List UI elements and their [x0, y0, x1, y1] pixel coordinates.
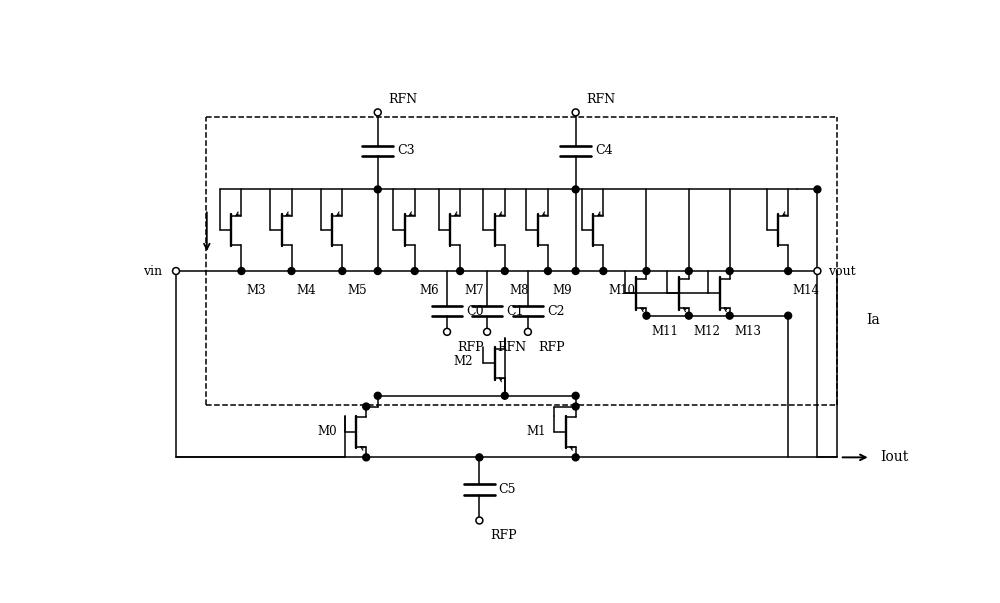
Text: vin: vin — [143, 265, 162, 277]
Text: M2: M2 — [453, 355, 472, 368]
Text: C0: C0 — [466, 305, 484, 318]
Text: C3: C3 — [397, 144, 415, 157]
Circle shape — [814, 186, 821, 193]
Circle shape — [484, 329, 491, 335]
Text: RFP: RFP — [457, 341, 484, 354]
Circle shape — [288, 268, 295, 274]
Circle shape — [501, 393, 508, 399]
Circle shape — [726, 268, 733, 274]
Circle shape — [524, 329, 531, 335]
Circle shape — [476, 517, 483, 524]
Circle shape — [173, 268, 179, 274]
Circle shape — [544, 268, 551, 274]
Text: M1: M1 — [527, 426, 546, 438]
Circle shape — [476, 454, 483, 461]
Circle shape — [685, 268, 692, 274]
Circle shape — [572, 268, 579, 274]
Text: M11: M11 — [651, 324, 678, 338]
Text: Iout: Iout — [881, 450, 909, 464]
Circle shape — [444, 329, 451, 335]
Text: M12: M12 — [693, 324, 720, 338]
Circle shape — [339, 268, 346, 274]
Text: M9: M9 — [553, 284, 572, 297]
Circle shape — [374, 186, 381, 193]
Circle shape — [643, 268, 650, 274]
Circle shape — [374, 268, 381, 274]
Circle shape — [600, 268, 607, 274]
Circle shape — [726, 312, 733, 319]
Circle shape — [572, 403, 579, 410]
Circle shape — [572, 454, 579, 461]
Text: C5: C5 — [499, 483, 516, 496]
Text: C1: C1 — [506, 305, 524, 318]
Circle shape — [685, 312, 692, 319]
Text: M3: M3 — [246, 284, 266, 297]
Text: M8: M8 — [509, 284, 529, 297]
Text: RFN: RFN — [497, 341, 526, 354]
Circle shape — [572, 393, 579, 399]
Circle shape — [814, 268, 821, 274]
Circle shape — [785, 312, 792, 319]
Text: M6: M6 — [419, 284, 439, 297]
Text: M10: M10 — [608, 284, 635, 297]
Circle shape — [411, 268, 418, 274]
Circle shape — [363, 403, 370, 410]
Circle shape — [374, 109, 381, 116]
Text: M13: M13 — [734, 324, 761, 338]
Text: RFN: RFN — [389, 93, 418, 106]
Text: M4: M4 — [296, 284, 316, 297]
Circle shape — [785, 268, 792, 274]
Text: C2: C2 — [547, 305, 565, 318]
Text: C4: C4 — [595, 144, 613, 157]
Text: M14: M14 — [793, 284, 820, 297]
Circle shape — [238, 268, 245, 274]
Circle shape — [572, 186, 579, 193]
Text: RFP: RFP — [490, 529, 517, 543]
Text: RFP: RFP — [538, 341, 565, 354]
Circle shape — [643, 312, 650, 319]
Text: RFN: RFN — [586, 93, 616, 106]
Text: Ia: Ia — [867, 312, 880, 327]
Text: M7: M7 — [465, 284, 484, 297]
Text: M0: M0 — [317, 426, 337, 438]
Circle shape — [457, 268, 464, 274]
Text: M5: M5 — [347, 284, 367, 297]
Circle shape — [374, 393, 381, 399]
Text: vout: vout — [828, 265, 856, 277]
Circle shape — [572, 109, 579, 116]
Circle shape — [363, 454, 370, 461]
Circle shape — [501, 268, 508, 274]
